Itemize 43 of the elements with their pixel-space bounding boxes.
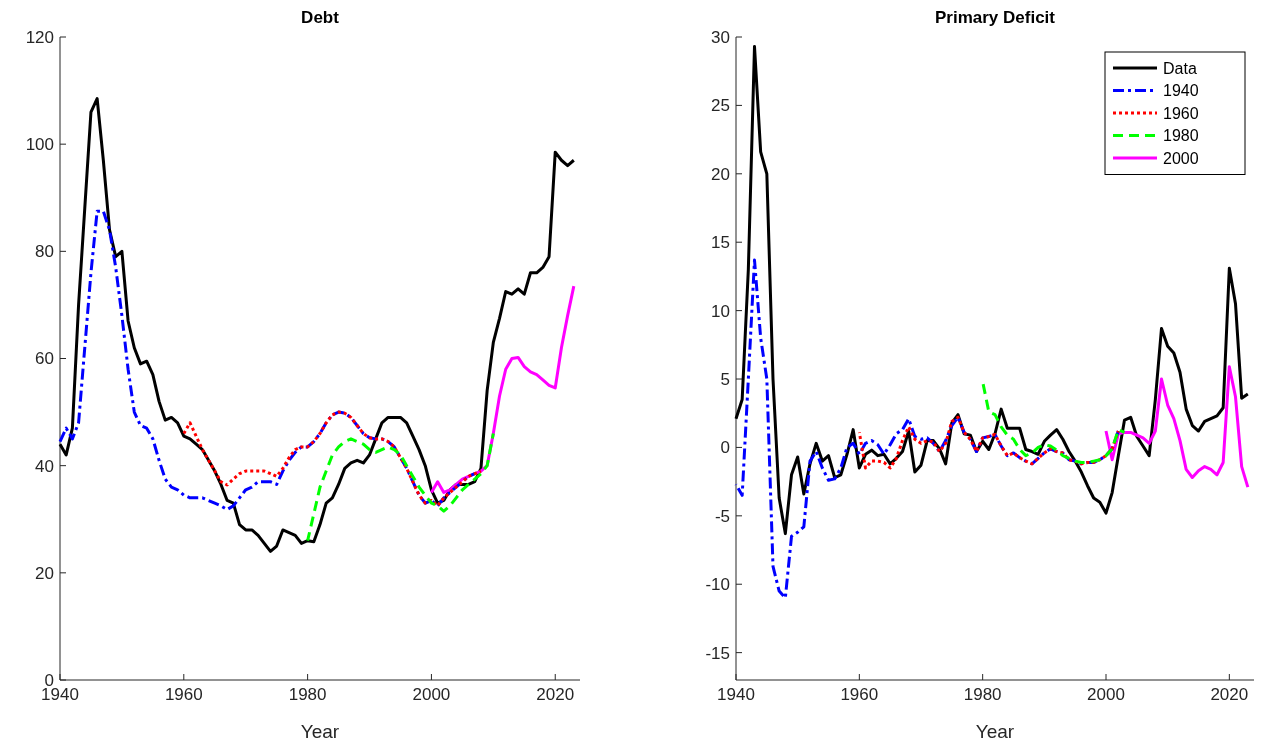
x-tick-label: 1960 [164,685,203,704]
line-series [306,432,495,543]
chart-title: Debt [301,8,340,27]
x-tick-label: 2020 [536,685,575,704]
y-tick-label: -15 [705,643,730,663]
y-tick-label: 20 [35,563,54,583]
y-tick-label: 25 [711,96,730,116]
legend-label: 1960 [1163,104,1199,122]
y-tick-label: 120 [25,27,54,47]
x-tick-label: 1980 [288,685,327,704]
legend-label: Data [1163,59,1197,77]
y-tick-label: 40 [35,456,54,476]
x-tick-label: 2020 [1210,685,1249,704]
chart-title: Primary Deficit [935,8,1056,27]
y-tick-label: -10 [705,575,730,595]
y-tick-label: 100 [25,135,54,155]
y-tick-label: 5 [720,369,730,389]
line-series [857,415,1120,470]
y-tick-label: 60 [35,349,54,369]
y-tick-label: 0 [720,438,730,458]
y-tick-label: 10 [711,301,730,321]
x-tick-label: 2000 [412,685,451,704]
y-tick-label: -5 [714,506,730,526]
x-axis-title: Year [300,721,340,742]
line-series [58,209,477,512]
line-series [1104,365,1250,489]
x-tick-label: 1940 [717,685,755,704]
line-series [734,45,1250,536]
legend-label: 1940 [1163,82,1199,100]
y-tick-label: 30 [711,27,730,47]
line-series [58,97,576,553]
line-series [734,258,1120,600]
x-axis-title: Year [975,721,1015,742]
x-tick-label: 2000 [1087,685,1125,704]
y-tick-label: 15 [711,233,730,253]
y-tick-label: 80 [35,242,54,262]
x-tick-label: 1960 [840,685,879,704]
y-tick-label: 20 [711,164,730,184]
line-series [182,410,483,508]
legend-label: 1980 [1163,127,1199,145]
x-tick-label: 1980 [963,685,1002,704]
x-tick-label: 1940 [41,685,79,704]
legend-label: 2000 [1163,149,1199,167]
